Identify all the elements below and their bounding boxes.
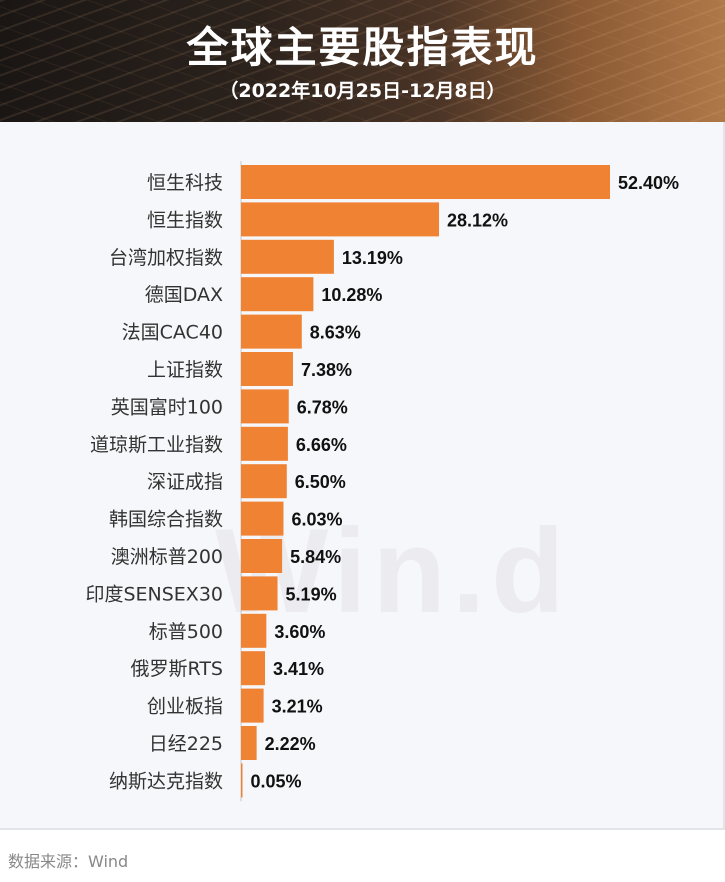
value-label: 8.63%	[310, 323, 361, 343]
category-label: 澳洲标普200	[111, 546, 223, 568]
chart-subtitle: （2022年10月25日-12月8日）	[219, 80, 506, 102]
category-label: 恒生指数	[147, 209, 223, 231]
bar	[241, 165, 610, 199]
bar	[241, 651, 266, 686]
chart-title: 全球主要股指表现	[186, 23, 539, 72]
bar	[241, 389, 289, 424]
category-label: 台湾加权指数	[109, 247, 223, 269]
category-label: 韩国综合指数	[109, 509, 223, 531]
bar	[241, 352, 293, 386]
bar	[241, 277, 314, 312]
value-label: 0.05%	[251, 771, 302, 791]
value-label: 28.12%	[447, 210, 508, 230]
category-label: 德国DAX	[145, 284, 223, 306]
category-label: 道琼斯工业指数	[90, 434, 223, 456]
category-label: 日经225	[149, 733, 223, 755]
bar	[241, 539, 283, 573]
value-label: 6.78%	[297, 397, 348, 417]
value-label: 52.40%	[618, 173, 679, 193]
value-label: 7.38%	[301, 360, 352, 380]
category-label: 纳斯达克指数	[109, 770, 223, 792]
chart-panel: Win.d 恒生科技 52.40% 恒生指数 28.12% 台湾加权指数 13.19% 德国…	[0, 122, 725, 830]
bar	[241, 613, 267, 648]
category-label: 俄罗斯RTS	[131, 658, 224, 680]
value-label: 10.28%	[321, 285, 382, 305]
source-note: 数据来源：Wind	[8, 852, 129, 871]
category-label: 法国CAC40	[122, 322, 223, 344]
bar	[241, 726, 257, 760]
bar-chart: 恒生科技 52.40% 恒生指数 28.12% 台湾加权指数 13.19% 德国DAX 10.…	[85, 161, 679, 802]
bar	[241, 763, 243, 798]
value-label: 3.21%	[272, 697, 323, 717]
bar	[241, 576, 278, 611]
value-label: 13.19%	[342, 248, 403, 268]
bar	[241, 464, 287, 499]
bar	[241, 426, 288, 461]
header-background-pattern	[0, 0, 725, 122]
value-label: 2.22%	[265, 734, 316, 754]
category-label: 上证指数	[147, 359, 223, 381]
value-label: 5.84%	[290, 547, 341, 567]
category-label: 印度SENSEX30	[85, 583, 223, 605]
value-label: 5.19%	[286, 584, 337, 604]
bar	[241, 688, 264, 723]
category-label: 标普500	[149, 621, 223, 643]
bar	[241, 501, 284, 536]
category-label: 创业板指	[147, 696, 223, 718]
bar	[241, 314, 302, 349]
value-label: 6.50%	[295, 472, 346, 492]
value-label: 3.41%	[273, 659, 324, 679]
bar	[241, 202, 440, 237]
bar	[241, 239, 334, 274]
category-label: 英国富时100	[111, 396, 223, 418]
value-label: 6.66%	[296, 435, 347, 455]
value-label: 3.60%	[274, 622, 325, 642]
category-label: 恒生科技	[147, 172, 223, 194]
category-label: 深证成指	[147, 471, 223, 493]
header-banner: 全球主要股指表现 （2022年10月25日-12月8日）	[0, 0, 725, 122]
value-label: 6.03%	[291, 510, 342, 530]
